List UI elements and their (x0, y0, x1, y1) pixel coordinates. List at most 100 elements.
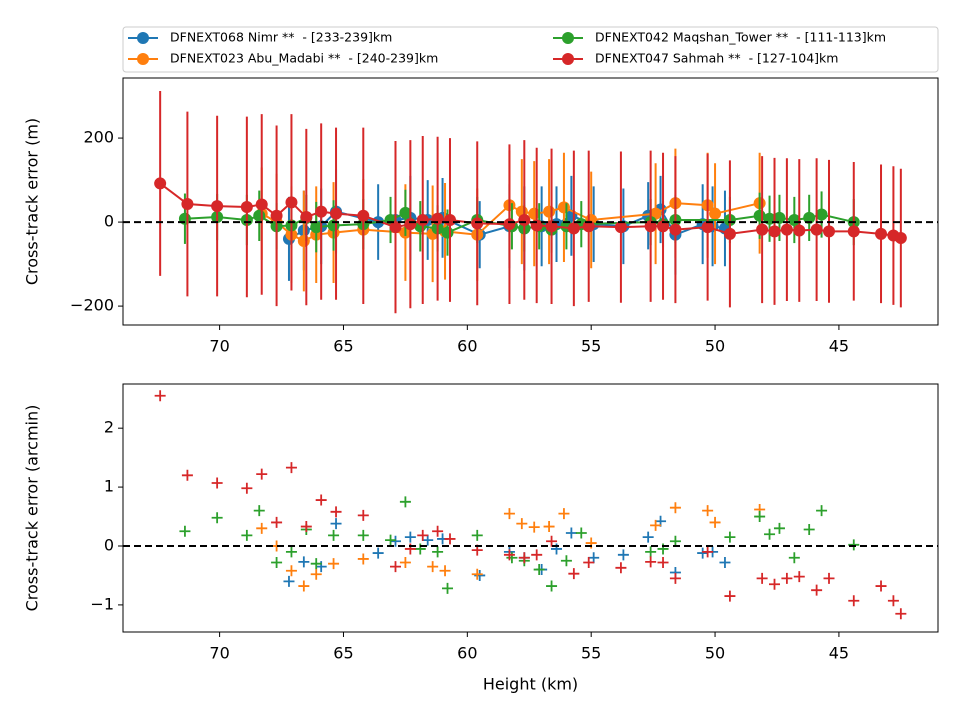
plus-marker (285, 462, 297, 474)
marker (154, 177, 167, 190)
plus-marker (442, 582, 454, 594)
plus-marker (154, 390, 166, 402)
plus-marker (283, 575, 295, 587)
plus-marker (315, 561, 327, 573)
marker (815, 208, 828, 221)
legend-label: DFNEXT068 Nimr ** - [233-239]km (170, 30, 392, 45)
plus-marker (432, 525, 444, 537)
plus-marker (709, 516, 721, 528)
plus-marker (300, 521, 312, 533)
plus-marker (357, 529, 369, 541)
marker (471, 217, 484, 230)
marker (518, 213, 531, 226)
marker (416, 213, 429, 226)
plus-marker (506, 552, 518, 564)
x-tick-label: 70 (209, 644, 229, 663)
marker (240, 200, 253, 213)
plus-marker (811, 584, 823, 596)
marker (803, 211, 816, 224)
marker (567, 222, 580, 235)
plus-marker (211, 512, 223, 524)
plus-marker (253, 505, 265, 517)
plus-marker (310, 568, 322, 580)
plus-marker (179, 525, 191, 537)
plus-marker (543, 521, 555, 533)
plus-marker (471, 568, 483, 580)
plus-marker (518, 552, 530, 564)
plus-marker (588, 552, 600, 564)
plus-marker (788, 552, 800, 564)
y-tick-label: 200 (83, 128, 114, 147)
plus-marker (516, 518, 528, 530)
marker (545, 220, 558, 233)
marker (211, 200, 224, 213)
marker (181, 198, 194, 211)
x-tick-label: 50 (705, 644, 725, 663)
plus-marker (399, 556, 411, 568)
marker (793, 224, 806, 237)
plus-marker (533, 564, 545, 576)
plus-marker (560, 555, 572, 567)
plus-marker (271, 516, 283, 528)
plus-marker (389, 561, 401, 573)
plus-marker (764, 528, 776, 540)
plus-marker (895, 608, 907, 620)
plus-marker (471, 529, 483, 541)
y-tick-label: −1 (90, 594, 114, 613)
plus-marker (385, 534, 397, 546)
legend-label: DFNEXT023 Abu_Madabi ** - [240-239]km (170, 51, 438, 66)
marker (657, 220, 670, 233)
plus-marker (697, 547, 709, 559)
plus-marker (558, 508, 570, 520)
marker (253, 209, 266, 222)
plus-marker (328, 558, 340, 570)
marker (443, 213, 456, 226)
plus-marker (645, 556, 657, 568)
plus-marker (848, 539, 860, 551)
y-tick-label: 2 (104, 418, 114, 437)
marker (330, 207, 343, 220)
marker (270, 209, 283, 222)
plus-marker (803, 524, 815, 536)
plus-marker (702, 546, 714, 558)
marker (875, 227, 888, 240)
plus-marker (724, 531, 736, 543)
legend-marker (562, 32, 574, 44)
marker (300, 211, 313, 224)
plus-marker (769, 578, 781, 590)
plus-marker (793, 571, 805, 583)
plus-marker (650, 519, 662, 531)
plus-marker (531, 549, 543, 561)
legend-marker (137, 32, 149, 44)
plus-marker (241, 529, 253, 541)
plus-marker (657, 556, 669, 568)
marker (399, 206, 412, 219)
marker (810, 223, 823, 236)
plus-marker (756, 572, 768, 584)
x-axis-label: Height (km) (483, 675, 578, 694)
plus-marker (583, 556, 595, 568)
plus-marker (241, 482, 253, 494)
plot-area (123, 91, 938, 314)
plus-marker (503, 508, 515, 520)
plus-marker (389, 535, 401, 547)
plus-marker (439, 565, 451, 577)
x-tick-label: 65 (333, 644, 353, 663)
plus-marker (875, 580, 887, 592)
plus-marker (357, 553, 369, 565)
plus-marker (256, 522, 268, 534)
plus-marker (546, 535, 558, 547)
plus-marker (773, 522, 785, 534)
plus-marker (330, 506, 342, 518)
plus-marker (427, 561, 439, 573)
plus-marker (702, 505, 714, 517)
marker (582, 220, 595, 233)
plus-marker (565, 527, 577, 539)
marker (310, 221, 323, 234)
marker (315, 205, 328, 218)
plus-marker (816, 505, 828, 517)
plus-marker (432, 546, 444, 558)
legend-marker (137, 53, 149, 65)
axes-frame (122, 383, 939, 633)
